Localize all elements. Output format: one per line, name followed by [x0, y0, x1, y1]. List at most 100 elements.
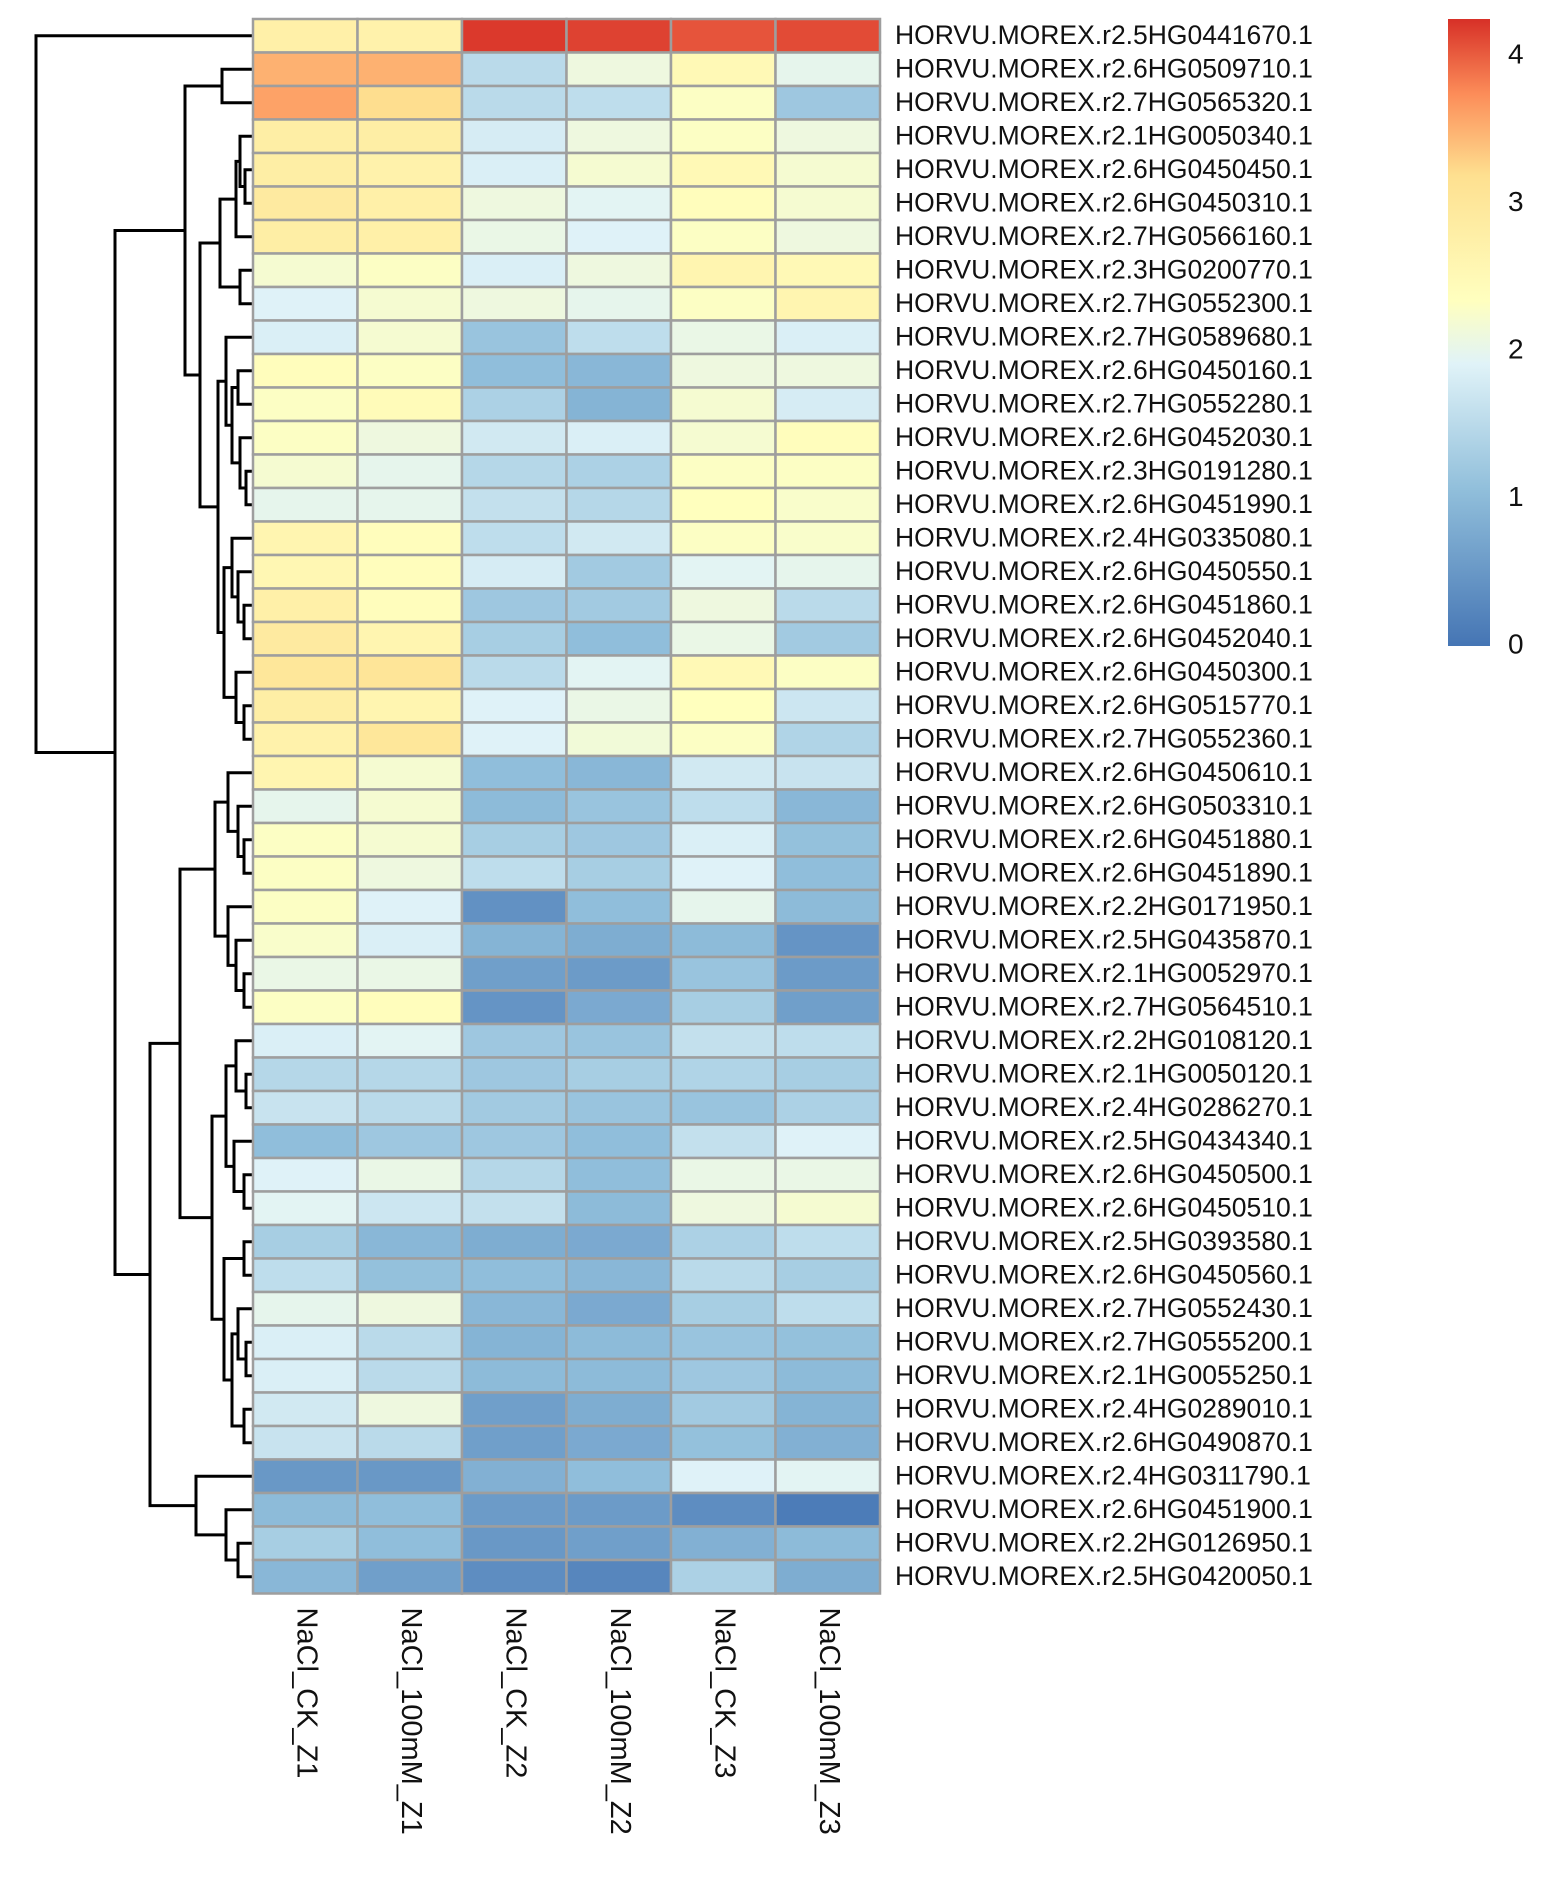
heatmap-cell — [774, 419, 882, 456]
heatmap-cell — [774, 1491, 882, 1528]
heatmap-cell — [460, 1056, 568, 1093]
heatmap-cell — [774, 553, 882, 590]
heatmap-cell — [251, 419, 359, 456]
row-label: HORVU.MOREX.r2.6HG0503310.1 — [895, 790, 1313, 820]
heatmap-cell — [774, 1089, 882, 1126]
heatmap-cell — [565, 788, 673, 825]
row-label: HORVU.MOREX.r2.7HG0566160.1 — [895, 221, 1313, 251]
row-label: HORVU.MOREX.r2.6HG0451860.1 — [895, 589, 1313, 619]
heatmap-cell — [774, 185, 882, 222]
heatmap-cell — [460, 185, 568, 222]
row-label: HORVU.MOREX.r2.6HG0450550.1 — [895, 556, 1313, 586]
heatmap-cell — [774, 955, 882, 992]
heatmap-cell — [460, 855, 568, 892]
heatmap-cell — [565, 955, 673, 992]
heatmap-cell — [565, 1491, 673, 1528]
heatmap-cell — [251, 386, 359, 423]
heatmap-cell — [460, 1123, 568, 1160]
heatmap-cell — [251, 1324, 359, 1361]
heatmap-cells — [251, 17, 882, 1595]
heatmap-cell — [669, 1156, 777, 1193]
heatmap-cell — [565, 486, 673, 523]
heatmap-cell — [460, 1290, 568, 1327]
heatmap-cell — [669, 185, 777, 222]
heatmap-cell — [565, 118, 673, 155]
heatmap-cell — [251, 821, 359, 858]
heatmap-cell — [774, 453, 882, 490]
row-label: HORVU.MOREX.r2.7HG0552280.1 — [895, 388, 1313, 418]
row-label: HORVU.MOREX.r2.5HG0393580.1 — [895, 1226, 1313, 1256]
heatmap-cell — [774, 1324, 882, 1361]
heatmap-cell — [251, 1056, 359, 1093]
heatmap-cell — [356, 1257, 464, 1294]
row-label: HORVU.MOREX.r2.7HG0552300.1 — [895, 288, 1313, 318]
heatmap-cell — [774, 1525, 882, 1562]
heatmap-cell — [669, 252, 777, 289]
heatmap-cell — [669, 1491, 777, 1528]
heatmap-cell — [565, 1525, 673, 1562]
heatmap-cell — [565, 1156, 673, 1193]
heatmap-cell — [669, 386, 777, 423]
heatmap-cell — [669, 855, 777, 892]
heatmap-cell — [669, 620, 777, 657]
heatmap-cell — [356, 687, 464, 724]
heatmap-cell — [251, 252, 359, 289]
heatmap-cell — [774, 1391, 882, 1428]
heatmap-cell — [669, 955, 777, 992]
heatmap-cell — [774, 118, 882, 155]
heatmap-cell — [460, 352, 568, 389]
heatmap-cell — [774, 620, 882, 657]
heatmap-cell — [460, 1357, 568, 1394]
heatmap-cell — [669, 1123, 777, 1160]
heatmap-cell — [356, 1491, 464, 1528]
heatmap-cell — [460, 989, 568, 1026]
row-label: HORVU.MOREX.r2.2HG0126950.1 — [895, 1527, 1313, 1557]
heatmap-cell — [356, 888, 464, 925]
heatmap-cell — [460, 654, 568, 691]
column-label: NaCl_100mM_Z2 — [604, 1608, 636, 1835]
heatmap-cell — [774, 687, 882, 724]
heatmap-cell — [460, 84, 568, 121]
heatmap-cell — [669, 319, 777, 356]
heatmap-cell — [565, 1424, 673, 1461]
dendrogram-branches — [34, 34, 253, 1579]
heatmap-cell — [356, 252, 464, 289]
heatmap-cell — [774, 17, 882, 54]
heatmap-cell — [251, 1558, 359, 1595]
heatmap-cell — [669, 84, 777, 121]
heatmap-cell — [460, 620, 568, 657]
heatmap-cell — [251, 453, 359, 490]
row-label: HORVU.MOREX.r2.2HG0108120.1 — [895, 1025, 1313, 1055]
heatmap-cell — [460, 1525, 568, 1562]
heatmap-cell — [356, 821, 464, 858]
heatmap-cell — [669, 1324, 777, 1361]
heatmap-cell — [565, 1022, 673, 1059]
heatmap-cell — [669, 520, 777, 557]
heatmap-cell — [774, 319, 882, 356]
colorbar-tick-label: 2 — [1508, 333, 1524, 364]
heatmap-cell — [565, 922, 673, 959]
heatmap-cell — [356, 1290, 464, 1327]
heatmap-cell — [774, 587, 882, 624]
row-label: HORVU.MOREX.r2.7HG0552360.1 — [895, 723, 1313, 753]
heatmap-cell — [774, 1458, 882, 1495]
heatmap-cell — [565, 151, 673, 188]
heatmap-cell — [251, 151, 359, 188]
heatmap-cell — [356, 1022, 464, 1059]
heatmap-cell — [356, 1357, 464, 1394]
heatmap-cell — [669, 285, 777, 322]
heatmap-cell — [774, 218, 882, 255]
heatmap-cell — [774, 754, 882, 791]
row-label: HORVU.MOREX.r2.6HG0515770.1 — [895, 690, 1313, 720]
heatmap-cell — [565, 1190, 673, 1227]
heatmap-cell — [251, 955, 359, 992]
heatmap-cell — [251, 1290, 359, 1327]
heatmap-cell — [774, 1156, 882, 1193]
heatmap-cell — [356, 118, 464, 155]
heatmap-cell — [460, 1223, 568, 1260]
heatmap-cell — [251, 587, 359, 624]
heatmap-cell — [460, 1257, 568, 1294]
heatmap-cell — [251, 1156, 359, 1193]
heatmap-cell — [251, 754, 359, 791]
heatmap-cell — [460, 151, 568, 188]
